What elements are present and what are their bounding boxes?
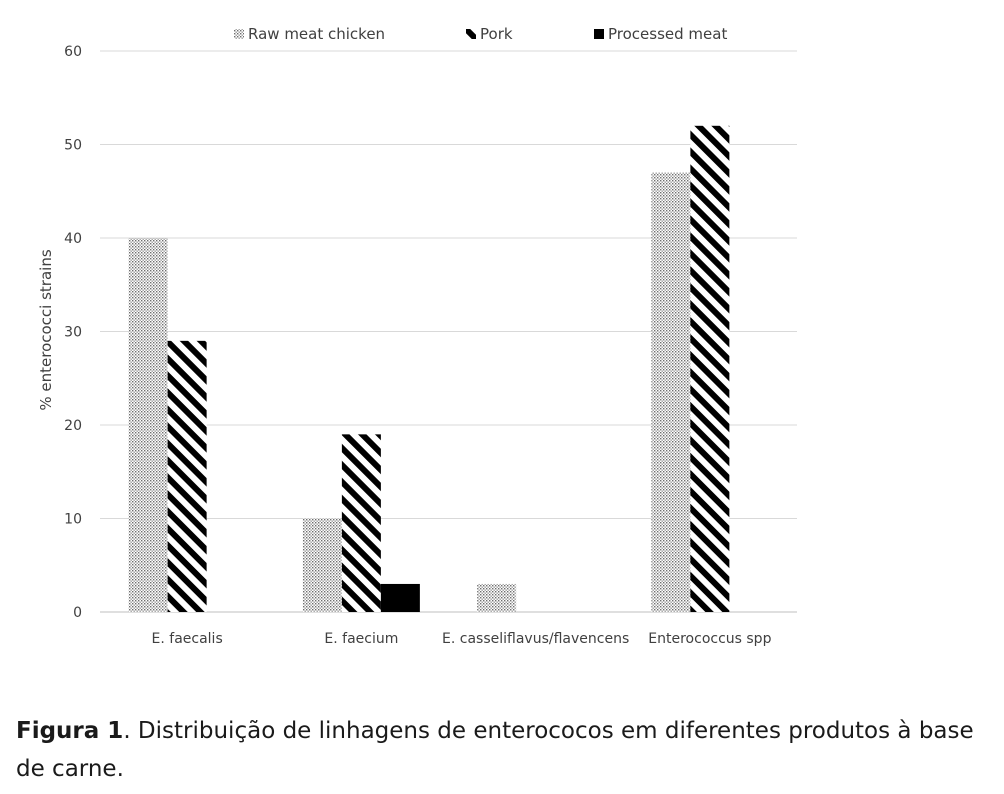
y-axis-ticks: 0 10 20 30 40 50 60 xyxy=(64,44,82,621)
y-tick-label: 60 xyxy=(64,44,82,60)
bar-raw-meat-chicken xyxy=(128,238,168,612)
legend: Raw meat chicken Pork Processed meat xyxy=(234,25,727,43)
legend-swatch xyxy=(466,29,476,39)
legend-label: Raw meat chicken xyxy=(248,25,385,43)
x-category-label: E. faecium xyxy=(324,631,398,647)
caption-label: Figura 1 xyxy=(16,718,124,744)
y-tick-label: 0 xyxy=(73,605,82,621)
bar-processed-meat xyxy=(380,583,420,612)
legend-swatch xyxy=(594,29,604,39)
y-tick-label: 20 xyxy=(64,418,82,434)
bars xyxy=(128,125,730,613)
bar-pork xyxy=(690,125,730,613)
figure-caption: Figura 1. Distribuição de linhagens de e… xyxy=(16,712,991,788)
y-tick-label: 30 xyxy=(64,325,82,341)
legend-label: Pork xyxy=(480,25,513,43)
bar-pork xyxy=(341,434,381,612)
gridlines xyxy=(100,50,797,613)
bar-raw-meat-chicken xyxy=(477,583,517,612)
bar-pork xyxy=(167,340,207,612)
bar-chart: 0 10 20 30 40 50 60 E. faecalis E. faecium E. ca… xyxy=(37,25,797,647)
x-axis-categories: E. faecalis E. faecium E. casseliflavus/fl… xyxy=(152,631,772,647)
legend-swatch xyxy=(234,29,244,39)
caption-text: . Distribuição de linhagens de enterococ… xyxy=(16,718,974,782)
bar-raw-meat-chicken xyxy=(302,518,342,612)
y-tick-label: 40 xyxy=(64,231,82,247)
y-tick-label: 10 xyxy=(64,512,82,528)
x-category-label: E. casseliflavus/flavencens xyxy=(442,631,629,647)
x-category-label: Enterococcus spp xyxy=(648,631,771,647)
bar-raw-meat-chicken xyxy=(651,172,691,613)
y-axis-label: % enterococci strains xyxy=(37,249,55,410)
x-category-label: E. faecalis xyxy=(152,631,223,647)
legend-label: Processed meat xyxy=(608,25,727,43)
y-tick-label: 50 xyxy=(64,138,82,154)
